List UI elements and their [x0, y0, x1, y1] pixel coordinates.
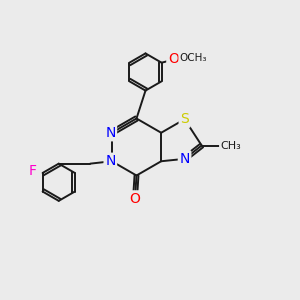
Text: N: N	[105, 154, 116, 168]
Text: O: O	[168, 52, 179, 66]
Text: N: N	[179, 152, 190, 166]
Text: CH₃: CH₃	[220, 140, 241, 151]
Text: F: F	[29, 164, 37, 178]
Text: S: S	[180, 112, 189, 126]
Text: O: O	[130, 192, 140, 206]
Text: N: N	[105, 126, 116, 140]
Text: OCH₃: OCH₃	[180, 53, 207, 63]
